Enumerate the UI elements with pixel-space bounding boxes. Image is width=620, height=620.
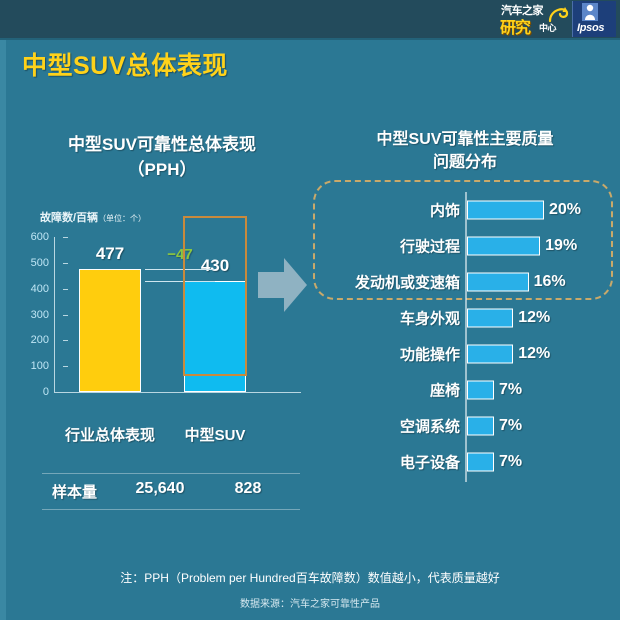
delta-value-label: −47 bbox=[167, 245, 193, 263]
issue-row: 内饰 20% bbox=[320, 195, 615, 225]
issue-label: 内饰 bbox=[429, 202, 460, 220]
sample-rule-bottom bbox=[42, 509, 300, 510]
sample-rule-top bbox=[42, 473, 300, 474]
issue-percent-label: 12% bbox=[518, 345, 551, 362]
issue-bar bbox=[467, 416, 494, 436]
issue-row: 空调系统 7% bbox=[320, 411, 615, 441]
y-axis-caption-text: 故障数/百辆 bbox=[40, 212, 99, 224]
issue-row: 行驶过程 19% bbox=[320, 231, 615, 261]
y-tick-mark bbox=[63, 340, 68, 342]
issue-label: 电子设备 bbox=[399, 454, 460, 472]
left-chart-title-line1: 中型SUV可靠性总体表现 bbox=[68, 135, 256, 154]
y-tick-mark bbox=[63, 314, 68, 316]
issue-row: 发动机或变速箱 16% bbox=[320, 267, 615, 297]
issue-percent-label: 7% bbox=[498, 417, 523, 434]
swoosh-icon bbox=[548, 7, 569, 23]
y-axis-line bbox=[54, 237, 55, 392]
brand-logo: 汽车之家 研究 中心 Ipsos bbox=[498, 1, 616, 37]
right-chart-title-line2: 问题分布 bbox=[432, 154, 497, 171]
left-chart-title: 中型SUV可靠性总体表现 （PPH） bbox=[22, 132, 302, 182]
page-title: 中型SUV总体表现 bbox=[22, 52, 228, 80]
issue-percent-label: 12% bbox=[518, 309, 551, 326]
connector-line-bottom bbox=[145, 280, 215, 282]
connector-line-top bbox=[145, 268, 215, 270]
issue-bar bbox=[467, 236, 541, 256]
logo-line3-text: 中心 bbox=[539, 23, 557, 33]
issue-bar bbox=[467, 344, 514, 364]
y-tick-label: 400 bbox=[30, 282, 49, 295]
issue-percent-label: 19% bbox=[545, 237, 578, 254]
category-label: 行业总体表现 bbox=[64, 427, 156, 444]
left-chart-title-line2: （PPH） bbox=[127, 160, 197, 179]
x-axis-line bbox=[54, 392, 301, 393]
ipsos-mark-icon bbox=[582, 3, 598, 21]
logo-line1-text: 汽车之家 bbox=[501, 5, 544, 17]
bar bbox=[79, 268, 141, 392]
bar-value-label: 477 bbox=[95, 243, 125, 263]
y-tick-mark bbox=[63, 366, 68, 368]
vertical-bar-plot: 0 100 200 300 400 500 600 bbox=[31, 231, 305, 398]
issue-bar bbox=[467, 380, 494, 400]
sample-size-value: 25,640 bbox=[135, 480, 185, 497]
top-issues-highlight-box bbox=[313, 180, 613, 300]
issue-bar bbox=[467, 272, 529, 292]
issue-percent-label: 7% bbox=[498, 453, 523, 470]
footnote-source: 数据来源：汽车之家可靠性产品 bbox=[240, 599, 380, 610]
sample-size-label: 样本量 bbox=[52, 484, 98, 501]
issue-row: 电子设备 7% bbox=[320, 447, 615, 477]
category-label: 中型SUV bbox=[184, 427, 246, 444]
issue-label: 功能操作 bbox=[399, 346, 460, 364]
y-tick-label: 600 bbox=[30, 231, 49, 243]
y-axis-caption-unit: （单位：个） bbox=[98, 214, 147, 223]
sample-size-value: 828 bbox=[234, 480, 262, 497]
y-tick-mark bbox=[63, 262, 68, 264]
issue-bar bbox=[467, 200, 544, 220]
issue-label: 发动机或变速箱 bbox=[354, 274, 460, 292]
issue-label: 行驶过程 bbox=[399, 238, 460, 256]
issue-label: 座椅 bbox=[429, 382, 460, 400]
top-band-shadow bbox=[0, 38, 620, 40]
y-tick-label: 500 bbox=[30, 256, 49, 269]
y-tick-label: 100 bbox=[30, 360, 49, 373]
y-tick-label: 0 bbox=[42, 386, 49, 398]
left-accent-strip bbox=[0, 40, 6, 620]
autohome-research-logo: 汽车之家 研究 中心 bbox=[498, 1, 572, 37]
issue-row: 座椅 7% bbox=[320, 375, 615, 405]
logo-line2-text: 研究 bbox=[500, 20, 531, 37]
issue-row: 车身外观 12% bbox=[320, 303, 615, 333]
ipsos-logo: Ipsos bbox=[572, 1, 616, 37]
bar-highlight-box bbox=[183, 216, 247, 376]
y-tick-mark bbox=[63, 288, 68, 290]
horizontal-bars-axis bbox=[465, 192, 467, 482]
bar-value-label: 430 bbox=[200, 255, 230, 275]
y-axis-caption: 故障数/百辆（单位：个） bbox=[40, 209, 146, 225]
right-arrow-icon bbox=[258, 256, 308, 319]
issue-percent-label: 20% bbox=[549, 201, 582, 218]
y-tick-label: 200 bbox=[30, 334, 49, 347]
ipsos-wordmark: Ipsos bbox=[577, 22, 605, 34]
footnote-note: 注：PPH（Problem per Hundred百车故障数）数值越小，代表质量… bbox=[120, 571, 500, 585]
issue-label: 空调系统 bbox=[399, 418, 460, 436]
y-tick-mark bbox=[63, 237, 68, 238]
issue-row: 功能操作 12% bbox=[320, 339, 615, 369]
issue-percent-label: 16% bbox=[533, 273, 566, 290]
issue-bar bbox=[467, 452, 494, 472]
issue-bar bbox=[467, 308, 514, 328]
right-chart-title: 中型SUV可靠性主要质量 问题分布 bbox=[315, 128, 615, 174]
right-chart-title-line1: 中型SUV可靠性主要质量 bbox=[376, 131, 554, 148]
y-tick-label: 300 bbox=[30, 308, 49, 321]
bar bbox=[184, 280, 246, 392]
issue-percent-label: 7% bbox=[498, 381, 523, 398]
issue-label: 车身外观 bbox=[399, 310, 460, 328]
